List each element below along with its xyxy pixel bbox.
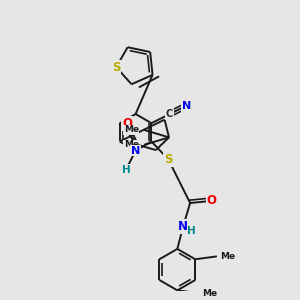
Text: Me: Me <box>220 252 236 261</box>
Text: N: N <box>182 101 191 111</box>
Text: Me: Me <box>124 125 139 134</box>
Text: Me: Me <box>124 140 139 149</box>
Text: O: O <box>122 117 132 130</box>
Text: O: O <box>207 194 217 207</box>
Text: S: S <box>112 61 120 74</box>
Text: H: H <box>122 165 130 175</box>
Text: N: N <box>131 146 140 156</box>
Text: S: S <box>164 153 172 166</box>
Text: Me: Me <box>202 289 217 298</box>
Text: H: H <box>188 226 196 236</box>
Text: C: C <box>166 109 173 119</box>
Text: N: N <box>178 220 188 233</box>
